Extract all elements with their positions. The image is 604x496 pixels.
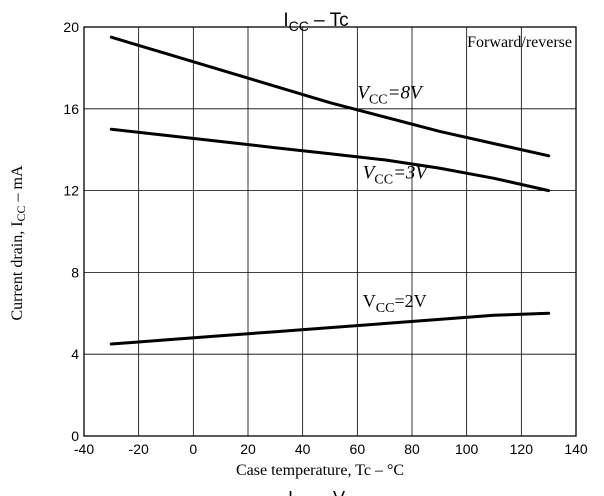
x-tick-label: 20 — [240, 441, 256, 457]
axis-ticks: -40 -20 0 20 40 60 80 100 120 140 0 4 8 12 16 20 — [63, 19, 587, 457]
series-line-vcc-2v — [109, 311, 551, 346]
series-label-vcc-8v: VCC=8V — [357, 83, 424, 108]
y-tick-label: 16 — [63, 101, 79, 117]
chart-title: ICC – Tc — [283, 10, 348, 34]
x-tick-label: 60 — [350, 441, 366, 457]
chart-title-rest: – Tc — [309, 10, 349, 31]
x-tick-label: -20 — [129, 441, 149, 457]
x-axis-label: Case temperature, Tc – °C — [236, 462, 404, 479]
series-line-vcc-8v — [109, 35, 551, 158]
series-label-rest: =2V — [394, 291, 426, 311]
series-label-rest: =8V — [388, 83, 424, 104]
x-tick-label: -40 — [74, 441, 94, 457]
x-tick-label: 140 — [564, 441, 588, 457]
plot-frame — [83, 26, 577, 437]
series-label-sub: CC — [374, 172, 393, 187]
series-label-vcc-2v: VCC=2V — [363, 291, 427, 316]
series-label-main: V — [363, 162, 377, 183]
y-axis-label-main: Current drain, I — [9, 221, 26, 320]
grid-lines — [84, 27, 576, 436]
y-tick-label: 20 — [63, 19, 79, 35]
series-label-sub: CC — [369, 93, 388, 108]
series-label-main: V — [363, 291, 376, 311]
series-label-vcc-3v: VCC=3V — [363, 162, 430, 187]
chart-title-main: I — [283, 10, 288, 31]
x-tick-label: 80 — [404, 441, 420, 457]
x-tick-label: 100 — [455, 441, 479, 457]
next-figure-title-cut: IV — [288, 488, 345, 496]
series-lines — [109, 35, 551, 346]
legend-note: Forward/reverse — [467, 34, 572, 51]
series-line-vcc-3v — [109, 127, 551, 193]
y-axis-label-rest: – mA — [9, 165, 26, 205]
x-tick-label: 0 — [189, 441, 197, 457]
x-tick-label: 40 — [295, 441, 311, 457]
y-tick-label: 12 — [63, 183, 79, 199]
x-tick-label: 120 — [510, 441, 534, 457]
y-tick-label: 4 — [71, 346, 79, 362]
series-label-rest: =3V — [393, 162, 429, 183]
y-axis-label: Current drain, ICC – mA — [9, 165, 28, 321]
series-label-main: V — [357, 83, 371, 104]
y-tick-label: 0 — [71, 428, 79, 444]
y-tick-label: 8 — [71, 264, 79, 280]
y-axis-label-sub: CC — [14, 205, 28, 221]
chart-title-sub: CC — [289, 18, 309, 34]
series-label-sub: CC — [376, 301, 395, 316]
